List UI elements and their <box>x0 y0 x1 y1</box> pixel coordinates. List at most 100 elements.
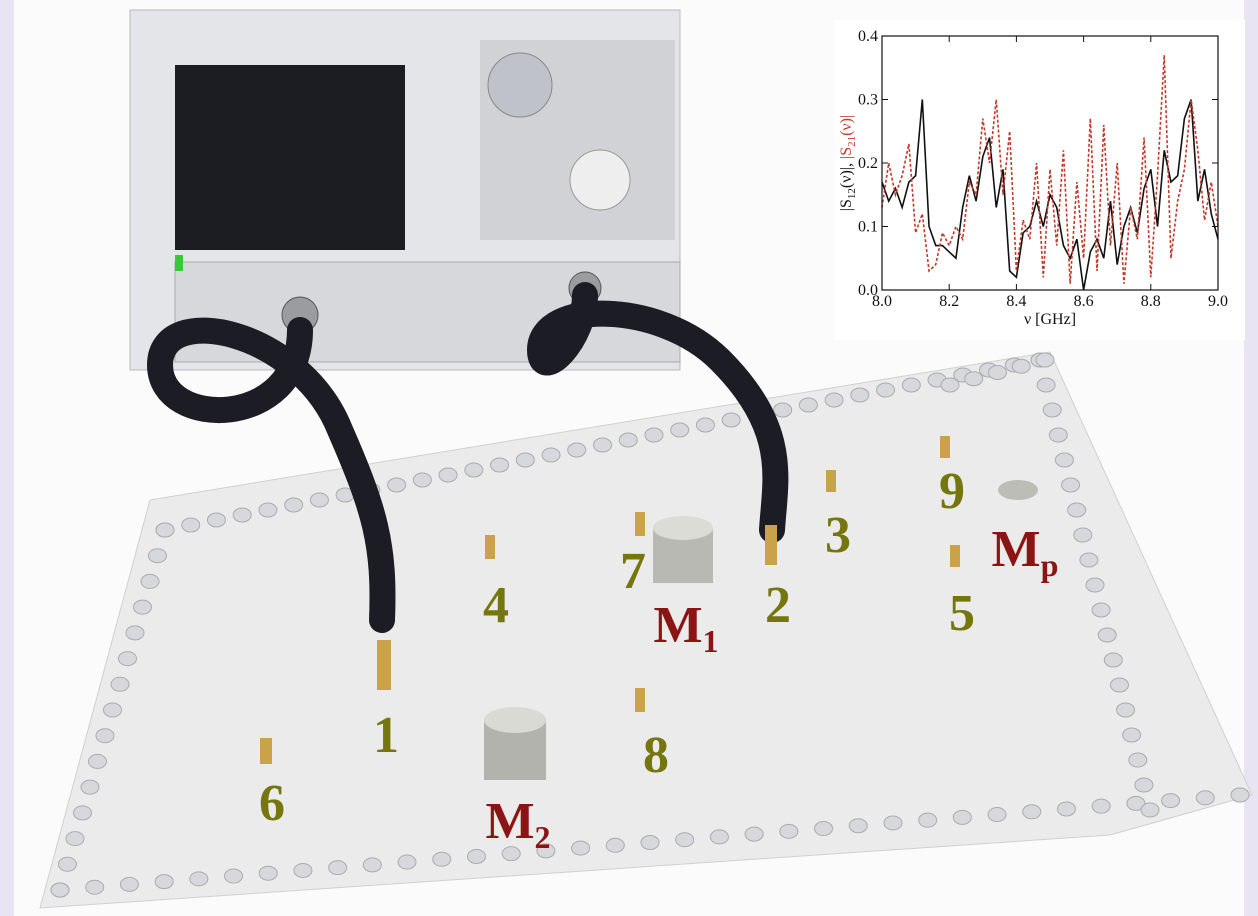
bolt <box>1195 790 1215 806</box>
antenna-label: 4 <box>483 577 509 634</box>
analyzer-screen <box>175 65 405 250</box>
bolt <box>1097 627 1117 643</box>
bolt <box>571 840 591 856</box>
bolt <box>118 651 137 667</box>
bolt <box>1126 795 1146 811</box>
connector <box>260 738 272 764</box>
bolt <box>964 371 984 387</box>
y-axis-title-sub: 21 <box>846 136 858 147</box>
series-line <box>881 99 1219 291</box>
bolt <box>1054 452 1074 468</box>
bolt <box>103 702 122 718</box>
bolt <box>940 377 960 393</box>
y-tick-label: 0.4 <box>858 28 878 45</box>
magnet-label: Mp <box>992 521 1059 583</box>
bolt <box>80 779 100 795</box>
bolt <box>464 462 484 478</box>
bolt <box>779 823 799 839</box>
x-tick-label: 9.0 <box>1208 293 1228 310</box>
bolt <box>1103 652 1123 668</box>
connector <box>635 688 645 712</box>
y-axis-title-part: |S <box>838 199 855 211</box>
magnet-mp <box>998 480 1038 500</box>
magnet-label-sub: 1 <box>703 623 719 659</box>
magnet-label-main: M <box>485 793 534 850</box>
cable-2 <box>526 282 789 543</box>
bolt <box>155 522 175 538</box>
connector <box>635 512 645 536</box>
bolt <box>987 807 1007 823</box>
bolt <box>1116 702 1136 718</box>
bolt <box>119 876 139 892</box>
antenna-label: 8 <box>643 727 669 784</box>
antenna-label: 3 <box>825 507 851 564</box>
bolt <box>181 517 201 533</box>
bolt <box>258 865 278 881</box>
bolt <box>154 874 174 890</box>
y-axis-title-part: (ν)|, <box>838 159 855 188</box>
bolt <box>541 447 561 463</box>
antenna-label: 5 <box>949 585 975 642</box>
y-tick-label: 0.2 <box>858 155 878 172</box>
bolt <box>1085 577 1105 593</box>
bolt <box>309 492 329 508</box>
bolt <box>432 851 452 867</box>
bolt <box>798 397 818 413</box>
bolt <box>605 837 625 853</box>
x-tick-label: 8.2 <box>939 293 959 310</box>
bolt <box>88 753 107 769</box>
analyzer-nav <box>487 52 553 118</box>
bolt <box>189 871 209 887</box>
bolt <box>387 477 407 493</box>
magnet-label-sub: 2 <box>535 819 551 855</box>
antenna-label: 6 <box>259 775 285 832</box>
bolt <box>73 805 92 821</box>
bolt <box>328 860 348 876</box>
bolt <box>1022 804 1042 820</box>
bolt <box>644 427 664 443</box>
bolt <box>814 821 834 837</box>
bolt <box>206 512 226 528</box>
bolt <box>501 846 521 862</box>
y-tick-label: 0.3 <box>858 92 878 109</box>
magnet-label-main: M <box>653 597 702 654</box>
bolt <box>140 573 160 589</box>
bolt <box>1079 552 1099 568</box>
magnet-label-main: M <box>992 521 1041 578</box>
bolt <box>1230 787 1250 803</box>
bolt <box>1091 798 1111 814</box>
bolt <box>110 676 130 692</box>
bolt <box>1109 677 1129 693</box>
x-axis-title: ν [GHz] <box>1024 311 1076 328</box>
bolt <box>362 857 382 873</box>
bolt <box>721 412 741 428</box>
bolt <box>65 831 85 847</box>
bolt <box>490 457 510 473</box>
bolt <box>952 809 972 825</box>
inset-chart: 8.0 8.2 8.4 8.6 8.8 9.0 0.0 0.1 0.2 0.3 0.4 ν [GHz]… <box>838 28 1228 328</box>
bolt <box>133 599 152 615</box>
bolt <box>695 417 715 433</box>
bolt <box>848 818 868 834</box>
connector <box>950 545 960 567</box>
x-tick-label: 8.8 <box>1141 293 1161 310</box>
antenna-label: 2 <box>765 577 791 634</box>
bolt <box>1036 377 1056 393</box>
bolt <box>593 437 612 453</box>
bolt <box>1073 527 1093 543</box>
bolt <box>918 812 938 828</box>
series-line <box>881 55 1219 284</box>
y-axis-title: |S12(ν)|, |S21(ν)| <box>838 115 858 211</box>
bolt <box>1056 801 1076 817</box>
bolt <box>618 432 638 448</box>
analyzer-knob <box>569 149 631 211</box>
x-tick-label: 8.4 <box>1006 293 1026 310</box>
bolt <box>1140 802 1160 818</box>
bolt <box>1128 752 1148 768</box>
bolt <box>1134 777 1154 793</box>
y-axis-title-part: (ν)| <box>838 115 855 136</box>
magnet-m1-top <box>653 516 713 540</box>
bolt <box>1048 427 1068 443</box>
